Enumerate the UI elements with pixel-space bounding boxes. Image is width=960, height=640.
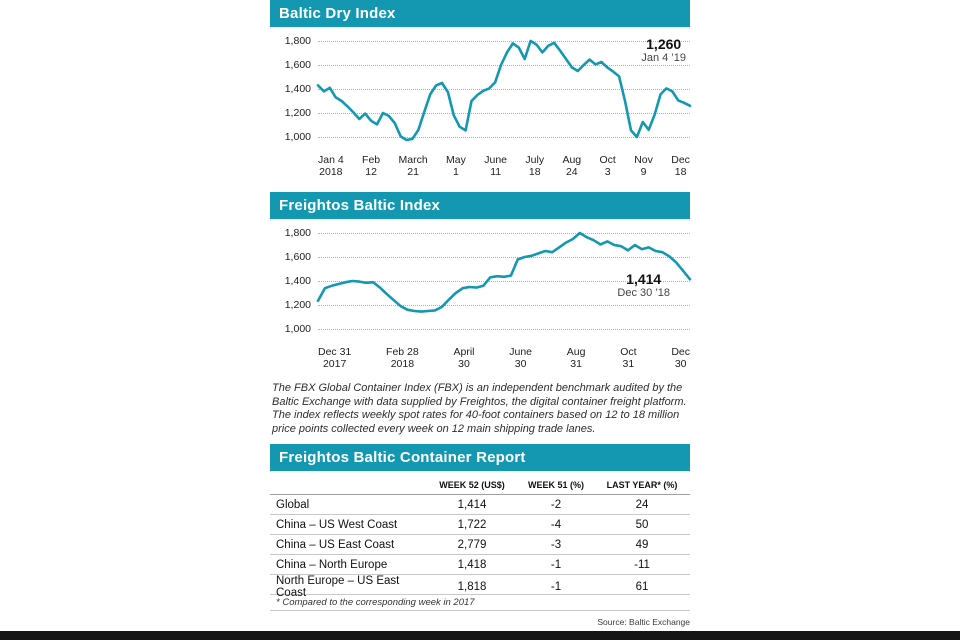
week51-value: -4 — [550, 518, 562, 531]
lane-label: China – US West Coast — [276, 518, 398, 531]
gridline — [318, 137, 690, 138]
x-tick: Oct 31 — [620, 346, 637, 370]
x-tick: Aug 31 — [566, 346, 586, 370]
y-tick: 1,800 — [284, 227, 311, 239]
lane-label: Global — [276, 498, 310, 511]
week51-value: -3 — [550, 538, 562, 551]
lastyear-value: -11 — [634, 558, 650, 571]
week52-value: 1,418 — [457, 558, 487, 571]
week51-value: -1 — [550, 558, 562, 571]
baltic-dry-title: Baltic Dry Index — [279, 5, 396, 22]
week52-value: 1,414 — [457, 498, 487, 511]
baltic-dry-y-axis: 1,800 1,600 1,400 1,200 1,000 — [270, 35, 318, 147]
annotation-value: 1,414 — [626, 271, 662, 287]
baltic-dry-chart: 1,800 1,600 1,400 1,200 1,000 1,260 Jan … — [270, 35, 690, 180]
x-tick: Dec 30 — [671, 346, 690, 370]
table-row: Global 1,414 -2 24 — [270, 495, 690, 516]
baltic-dry-plot-area: 1,260 Jan 4 ’19 — [318, 35, 690, 147]
week52-value: 1,722 — [457, 518, 487, 531]
gridline — [318, 41, 690, 42]
freightos-index-chart: 1,800 1,600 1,400 1,200 1,000 1,414 Dec … — [270, 227, 690, 372]
x-tick: Oct 3 — [599, 154, 616, 178]
table-footnote: * Compared to the corresponding week in … — [270, 595, 690, 612]
annotation-date: Jan 4 ’19 — [641, 52, 686, 64]
week51-value: -1 — [550, 581, 562, 594]
annotation-value: 1,260 — [646, 36, 682, 52]
x-tick: Dec 18 — [671, 154, 690, 178]
y-tick: 1,000 — [284, 131, 311, 143]
baltic-dry-end-annotation: 1,260 Jan 4 ’19 — [641, 36, 686, 65]
gridline — [318, 233, 690, 234]
fbx-description: The FBX Global Container Index (FBX) is … — [272, 382, 687, 435]
container-report-table: WEEK 52 (US$) WEEK 51 (%) LAST YEAR* (%)… — [270, 476, 690, 612]
freightos-y-axis: 1,800 1,600 1,400 1,200 1,000 — [270, 227, 318, 339]
column-header-week51: WEEK 51 (%) — [527, 480, 584, 491]
x-tick: July 18 — [525, 154, 545, 178]
lastyear-value: 24 — [635, 498, 649, 511]
gridline — [318, 89, 690, 90]
x-tick: Aug 24 — [562, 154, 582, 178]
gridline — [318, 329, 690, 330]
freightos-index-title: Freightos Baltic Index — [279, 197, 441, 214]
x-tick: Jan 4 2018 — [318, 154, 344, 178]
x-tick: Feb 12 — [362, 154, 381, 178]
table-row: China – US West Coast 1,722 -4 50 — [270, 515, 690, 536]
x-tick: April 30 — [453, 346, 475, 370]
container-report-title-bar: Freightos Baltic Container Report — [270, 444, 690, 472]
freightos-end-annotation: 1,414 Dec 30 ’18 — [617, 271, 670, 300]
lane-label: North Europe – US East Coast — [276, 575, 400, 600]
column-header-week52: WEEK 52 (US$) — [439, 480, 505, 491]
lastyear-value: 49 — [635, 538, 649, 551]
annotation-date: Dec 30 ’18 — [617, 287, 670, 299]
freightos-index-title-bar: Freightos Baltic Index — [270, 192, 690, 219]
baltic-dry-title-bar: Baltic Dry Index — [270, 0, 690, 27]
y-tick: 1,400 — [284, 83, 311, 95]
column-header-lastyear: LAST YEAR* (%) — [606, 480, 678, 491]
gridline — [318, 113, 690, 114]
week52-value: 2,779 — [457, 538, 487, 551]
x-tick: June 11 — [484, 154, 508, 178]
baltic-dry-x-axis: Jan 4 2018 Feb 12 March 21 May 1 June 11… — [318, 154, 690, 180]
lane-label: China – US East Coast — [276, 538, 395, 551]
infographic: Baltic Dry Index 1,800 1,600 1,400 1,200… — [270, 0, 690, 627]
y-tick: 1,600 — [284, 59, 311, 71]
freightos-line — [318, 227, 690, 339]
source-credit: Source: Baltic Exchange — [597, 617, 690, 628]
x-tick: Feb 28 2018 — [386, 346, 419, 370]
week52-value: 1,818 — [457, 581, 487, 594]
x-tick: Dec 31 2017 — [318, 346, 352, 370]
week51-value: -2 — [550, 498, 562, 511]
gridline — [318, 65, 690, 66]
gridline — [318, 305, 690, 306]
y-tick: 1,200 — [284, 107, 311, 119]
table-header-row: WEEK 52 (US$) WEEK 51 (%) LAST YEAR* (%) — [270, 476, 690, 496]
lastyear-value: 61 — [635, 581, 649, 594]
container-report-title: Freightos Baltic Container Report — [279, 449, 526, 467]
y-tick: 1,000 — [284, 323, 311, 335]
freightos-x-axis: Dec 31 2017 Feb 28 2018 April 30 June 30… — [318, 346, 690, 372]
x-tick: June 30 — [509, 346, 533, 370]
table-row: North Europe – US East Coast 1,818 -1 61 — [270, 575, 690, 599]
bottom-black-bar — [0, 631, 960, 640]
y-tick: 1,600 — [284, 251, 311, 263]
table-row: China – US East Coast 2,779 -3 49 — [270, 535, 690, 556]
freightos-plot-area: 1,414 Dec 30 ’18 — [318, 227, 690, 339]
gridline — [318, 257, 690, 258]
lastyear-value: 50 — [635, 518, 649, 531]
lane-label: China – North Europe — [276, 558, 388, 571]
table-row: China – North Europe 1,418 -1 -11 — [270, 555, 690, 576]
y-tick: 1,800 — [284, 35, 311, 47]
x-tick: Nov 9 — [634, 154, 653, 178]
x-tick: March 21 — [398, 154, 428, 178]
y-tick: 1,400 — [284, 275, 311, 287]
x-tick: May 1 — [446, 154, 466, 178]
baltic-dry-line — [318, 35, 690, 147]
gridline — [318, 281, 690, 282]
y-tick: 1,200 — [284, 299, 311, 311]
